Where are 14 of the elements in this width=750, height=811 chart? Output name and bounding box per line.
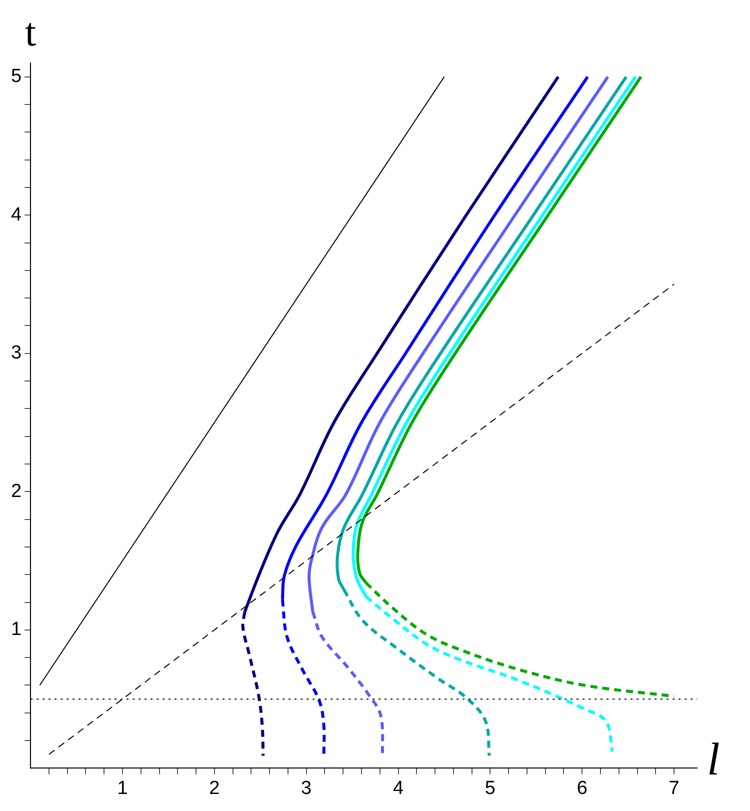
x-tick-label: 1 (117, 778, 128, 799)
x-tick-label: 2 (209, 778, 220, 799)
y-tick-label: 2 (10, 480, 22, 502)
x-tick-label: 3 (301, 778, 312, 799)
y-tick-label: 1 (10, 619, 22, 640)
x-axis-title: l (707, 733, 720, 784)
x-tick-label: 6 (576, 778, 588, 799)
y-axis-title: t (25, 10, 36, 54)
y-tick-label: 3 (10, 342, 22, 364)
y-tick-label: 5 (10, 66, 22, 88)
x-tick-label: 4 (392, 778, 404, 799)
x-tick-label: 5 (484, 778, 496, 799)
y-tick-label: 4 (10, 204, 22, 226)
x-tick-label: 7 (668, 778, 680, 799)
